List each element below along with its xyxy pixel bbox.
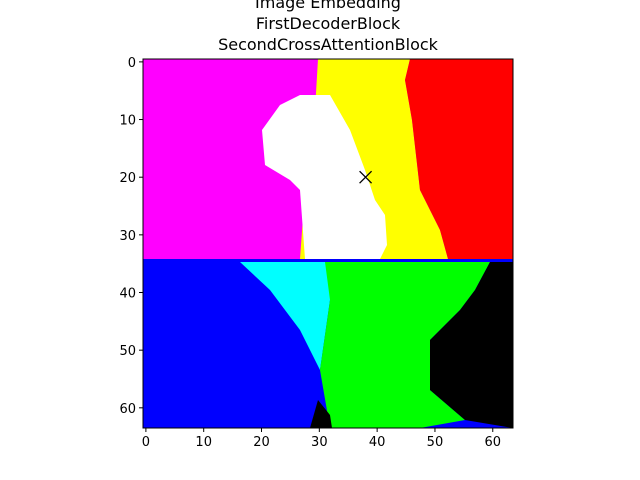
x-tick-label: 10 [195, 435, 212, 450]
chart-title: FirstDecoderBlock [256, 14, 401, 33]
y-tick-label: 30 [119, 229, 136, 244]
y-tick-label: 50 [119, 344, 136, 359]
x-tick-label: 60 [484, 435, 501, 450]
chart-title: Image Embedding [255, 0, 401, 12]
y-tick-label: 40 [119, 287, 136, 302]
point-marker [359, 170, 373, 184]
chart-title: SecondCrossAttentionBlock [218, 35, 439, 54]
x-tick-label: 20 [253, 435, 270, 450]
image [143, 59, 513, 428]
y-tick-label: 20 [119, 171, 136, 186]
y-tick-label: 0 [128, 56, 136, 71]
plot: Image Embedding FirstDecoderBlock SecondCr… [119, 0, 501, 450]
y-tick-label: 10 [119, 114, 136, 129]
x-tick-label: 40 [369, 435, 386, 450]
x-tick-label: 50 [427, 435, 444, 450]
axes-frame [142, 58, 514, 429]
x-tick-label: 30 [311, 435, 328, 450]
x-tick-label: 0 [142, 435, 150, 450]
y-tick-label: 60 [119, 402, 136, 417]
